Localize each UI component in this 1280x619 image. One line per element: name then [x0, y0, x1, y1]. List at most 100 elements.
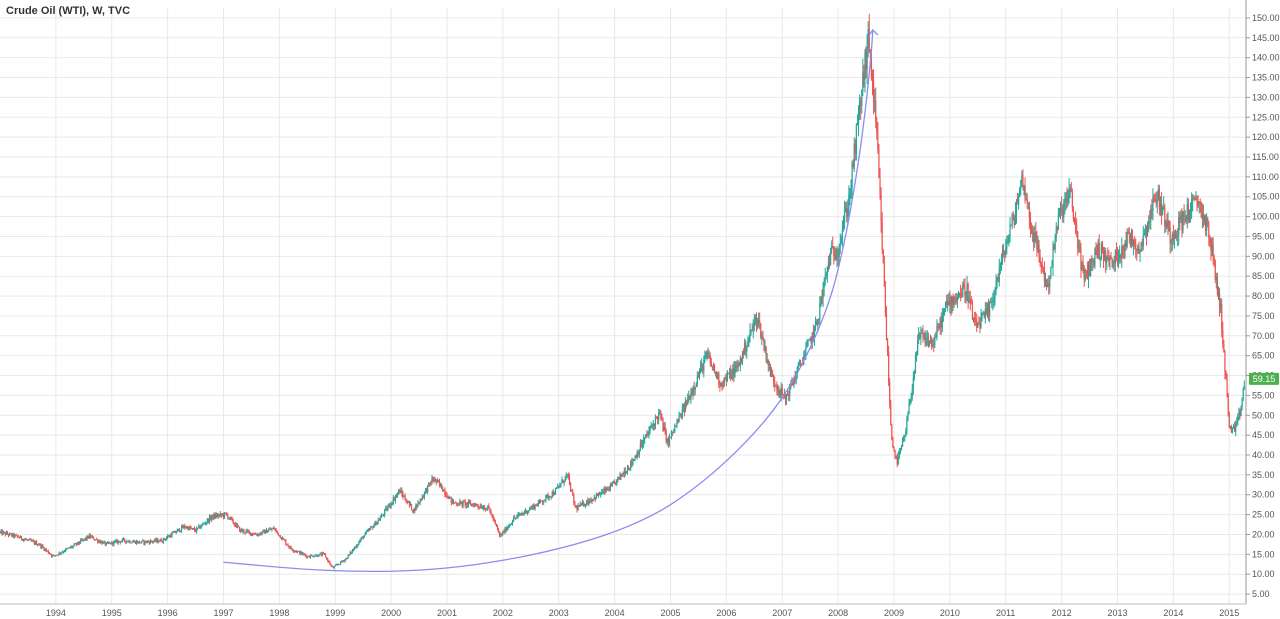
candle-body	[491, 515, 493, 517]
candle-body	[14, 534, 16, 537]
candle-body	[552, 491, 554, 495]
candle-body	[1189, 212, 1192, 219]
candle-body	[564, 476, 566, 482]
candle-body	[318, 553, 320, 557]
candle-body	[845, 207, 847, 212]
candle-body	[482, 507, 485, 509]
candle-body	[1211, 244, 1213, 251]
candle-body	[217, 514, 219, 517]
candle-body	[289, 546, 291, 548]
candle-body	[687, 399, 689, 405]
candle-body	[927, 337, 929, 347]
candle-body	[197, 527, 199, 529]
candle-body	[1243, 385, 1245, 390]
candle-body	[789, 383, 791, 397]
candle-body	[400, 490, 402, 494]
candle-body	[742, 351, 745, 355]
candle-body	[695, 383, 697, 388]
candle-body	[1101, 243, 1104, 250]
y-tick-label: 50.00	[1252, 410, 1275, 420]
candle-body	[694, 387, 696, 390]
candle-body	[414, 508, 416, 512]
candle-body	[1231, 427, 1234, 433]
candle-body	[518, 514, 520, 515]
candle-body	[1069, 187, 1071, 190]
candle-body	[39, 543, 41, 545]
candle-body	[875, 100, 877, 122]
candle-body	[417, 502, 419, 507]
candle-body	[894, 450, 896, 457]
candle-body	[139, 541, 141, 544]
candle-body	[425, 489, 428, 493]
candle-body	[298, 551, 300, 552]
candle-body	[330, 564, 332, 566]
candle-body	[1151, 208, 1153, 211]
candle-body	[957, 295, 960, 298]
candle-body	[196, 527, 198, 532]
candle-body	[117, 540, 119, 544]
candle-body	[338, 564, 341, 565]
candle-body	[971, 303, 974, 320]
candle-body	[151, 541, 154, 543]
candle-body	[473, 504, 475, 507]
candle-body	[127, 541, 129, 542]
candle-body	[1131, 237, 1134, 246]
candle-body	[964, 286, 966, 296]
candle-body	[375, 521, 377, 525]
candle-body	[494, 520, 496, 524]
candle-body	[423, 491, 426, 497]
candle-body	[353, 547, 356, 550]
y-tick-label: 55.00	[1252, 390, 1275, 400]
candle-body	[1056, 227, 1058, 230]
candle-body	[511, 521, 514, 524]
candle-body	[773, 375, 775, 382]
candle-body	[542, 501, 544, 503]
candle-body	[531, 506, 533, 509]
candle-body	[1030, 226, 1033, 234]
candle-body	[936, 326, 938, 338]
y-tick-label: 105.00	[1252, 192, 1280, 202]
y-tick-label: 140.00	[1252, 53, 1280, 63]
candle-body	[866, 41, 868, 70]
candle-body	[698, 372, 701, 377]
candle-body	[519, 514, 521, 515]
candle-body	[737, 363, 739, 368]
candle-body	[382, 514, 385, 516]
candle-body	[510, 523, 513, 525]
candle-body	[545, 495, 547, 500]
candle-body	[549, 496, 551, 498]
candle-body	[880, 194, 882, 223]
candle-body	[1080, 251, 1082, 270]
candle-body	[1163, 207, 1165, 209]
candle-body	[107, 542, 110, 544]
candle-body	[1150, 208, 1152, 222]
candle-body	[889, 382, 891, 405]
candle-body	[280, 538, 283, 540]
candle-body	[495, 523, 498, 527]
candle-body	[1072, 208, 1075, 221]
candle-body	[1195, 198, 1197, 200]
candle-body	[715, 372, 717, 374]
candle-body	[1238, 412, 1240, 417]
candle-body	[115, 540, 117, 542]
candle-body	[540, 500, 543, 502]
candle-body	[141, 540, 143, 543]
candle-body	[1136, 250, 1138, 252]
candle-body	[1036, 240, 1038, 250]
candle-body	[748, 338, 750, 342]
candle-body	[644, 438, 646, 440]
candle-body	[949, 297, 951, 305]
candle-body	[520, 514, 522, 516]
candle-body	[1149, 221, 1151, 222]
candle-body	[760, 323, 762, 338]
candle-body	[327, 558, 329, 562]
candle-body	[174, 531, 176, 533]
candle-body	[304, 554, 306, 556]
candle-body	[250, 533, 253, 535]
candle-body	[594, 496, 596, 500]
candle-body	[128, 540, 130, 542]
candle-body	[855, 124, 857, 154]
trend-curve[interactable]	[223, 29, 874, 573]
candle-body	[156, 539, 158, 542]
